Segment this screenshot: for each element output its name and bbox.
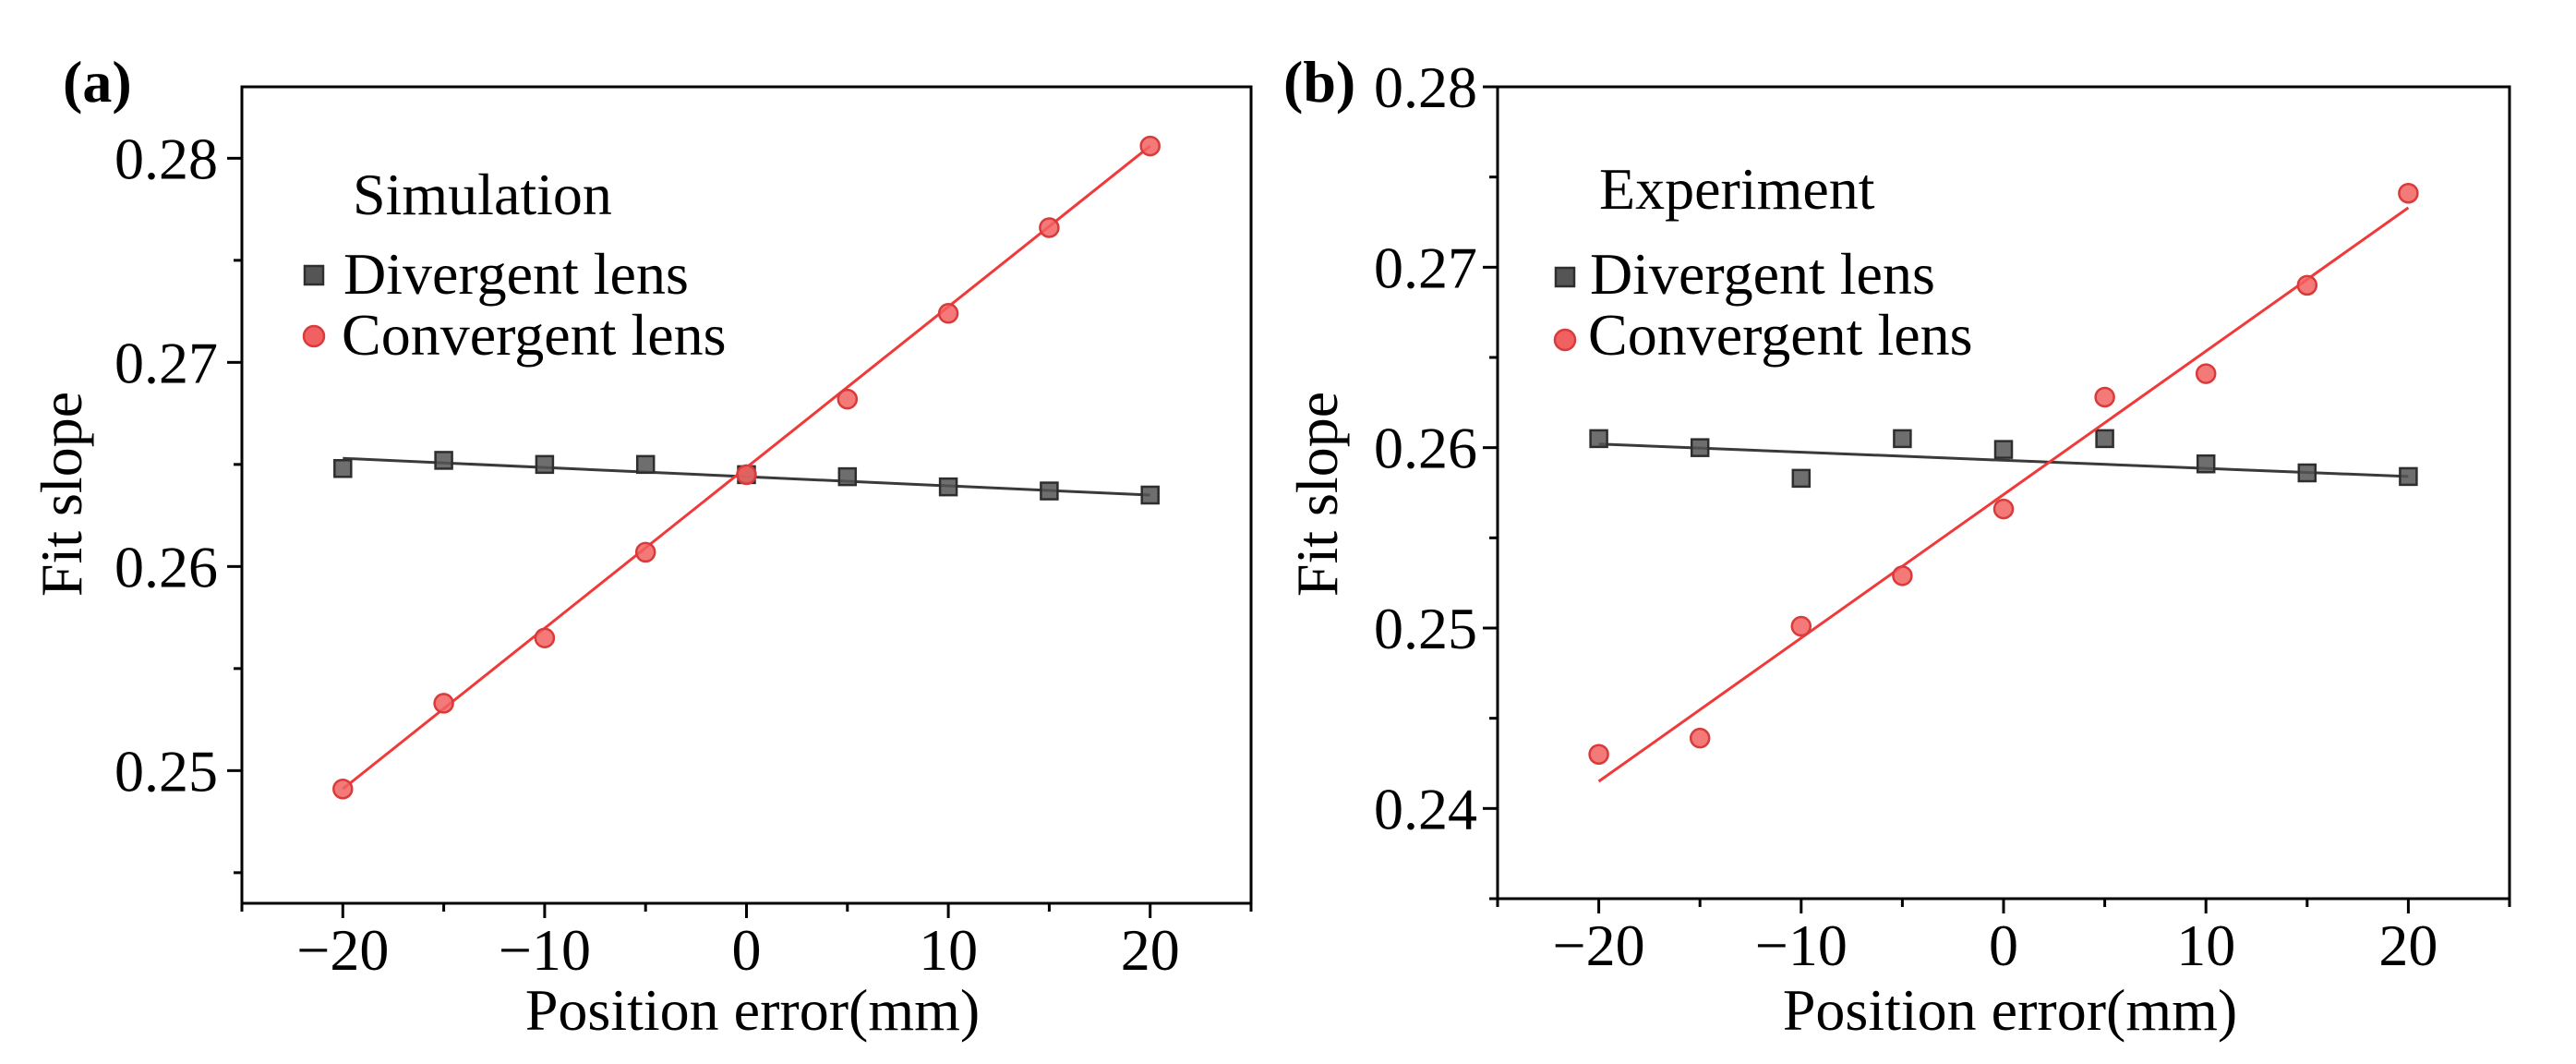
data-point-circle [332,778,354,800]
legend-marker-square [1554,266,1576,288]
data-point-circle [1892,565,1913,586]
data-point-circle [634,541,656,563]
y-tick-label: 0.28 [1374,54,1477,120]
x-tick-label: 0 [732,917,762,983]
series-convergent-lens [332,135,1161,800]
legend-marker-square [303,264,325,286]
x-tick-label: −20 [1553,913,1645,978]
data-point-circle [2195,363,2217,384]
legend-label-divergent: Divergent lens [343,241,689,307]
legend-marker-circle [302,324,326,348]
x-tick-label: 10 [2176,913,2235,978]
x-tick-label: −10 [1755,913,1848,978]
data-point-circle [837,388,859,410]
x-tick-label: −10 [499,917,591,983]
series-divergent-lens [333,451,1160,505]
data-point-square [1040,481,1059,501]
data-point-circle [1139,135,1161,157]
data-point-square [1589,429,1608,449]
data-point-circle [937,303,959,324]
panel-label: (b) [1283,49,1355,115]
data-point-square [535,454,555,475]
data-point-square [333,459,353,478]
data-point-square [2196,453,2216,474]
series-convergent-lens [1588,182,2419,783]
data-point-square [837,466,858,487]
y-tick-label: 0.25 [1374,596,1477,661]
x-axis-title: Position error(mm) [1783,977,2237,1043]
y-axis-title: Fit slope [1284,392,1350,597]
legend-label-convergent: Convergent lens [342,302,727,368]
data-point-circle [534,627,556,648]
data-point-square [635,454,656,475]
data-point-circle [736,464,757,486]
x-tick-label: 10 [919,917,978,983]
y-tick-label: 0.27 [114,330,218,395]
fit-line [1597,206,2410,783]
data-point-circle [433,693,454,714]
data-point-circle [2296,274,2318,296]
legend-title: Experiment [1599,156,1875,222]
fit-line [1598,442,2409,478]
data-point-square [1893,429,1912,449]
panel-label: (a) [63,49,132,115]
data-point-square [2095,429,2114,449]
legend-title: Simulation [353,162,612,227]
data-point-circle [2094,386,2115,408]
legend-label-convergent: Convergent lens [1588,302,1973,368]
y-tick-label: 0.25 [114,738,218,804]
data-point-square [434,451,453,470]
data-point-circle [1790,615,1812,637]
series-divergent-lens [1589,429,2418,489]
y-tick-label: 0.26 [1374,416,1477,481]
legend-marker-circle [1553,328,1577,352]
x-tick-label: −20 [296,917,389,983]
data-point-square [1993,440,2014,459]
data-point-square [938,477,958,497]
data-point-circle [1588,744,1609,765]
x-tick-label: 20 [2378,913,2438,978]
x-axis-title: Position error(mm) [525,977,980,1043]
x-tick-label: 0 [1989,913,2018,978]
data-point-square [2297,463,2317,483]
chart-panel-a: (a) −20 −10 0 10 20 0.25 0.26 0.27 0.28 Position e… [29,49,1253,1043]
y-tick-label: 0.28 [114,126,218,191]
data-point-circle [1992,498,2015,520]
data-point-square [1140,485,1160,505]
chart-panel-b: (b) −20 −10 0 10 20 0.24 0.25 0.26 0.27 0.28 Positi… [1283,49,2511,1043]
y-tick-label: 0.26 [114,534,218,599]
data-point-circle [1039,217,1060,238]
data-point-circle [1689,727,1711,749]
y-tick-label: 0.24 [1374,776,1477,841]
x-tick-label: 20 [1121,917,1180,983]
y-axis-title: Fit slope [29,392,94,597]
data-point-circle [2398,182,2419,204]
y-tick-label: 0.27 [1374,235,1477,300]
data-point-square [1690,438,1710,457]
data-point-square [1791,468,1812,489]
data-point-square [2399,466,2418,487]
legend-label-divergent: Divergent lens [1590,241,1935,307]
